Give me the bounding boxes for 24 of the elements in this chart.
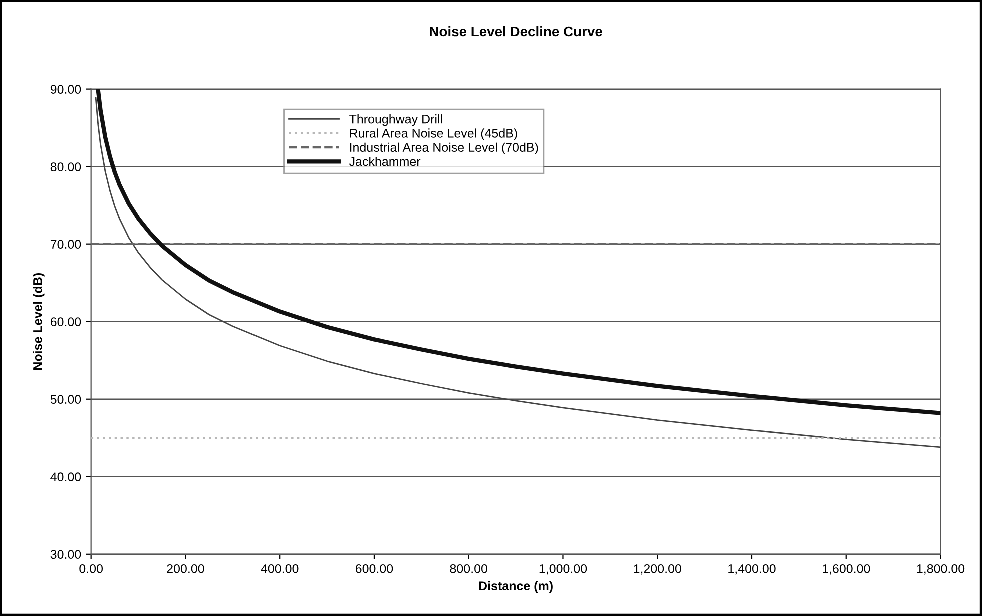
legend-label: Industrial Area Noise Level (70dB): [350, 142, 538, 154]
x-tick-label: 1,200.00: [634, 564, 682, 575]
x-tick-label: 1,600.00: [823, 564, 870, 575]
y-tick-label: 60.00: [50, 318, 82, 327]
y-tick-label: 90.00: [50, 85, 82, 94]
y-tick-label: 30.00: [50, 550, 82, 560]
chart-title: Noise Level Decline Curve: [430, 26, 602, 37]
x-tick-label: 200.00: [167, 564, 204, 574]
x-tick-label: 600.00: [356, 564, 394, 574]
x-tick-label: 400.00: [261, 564, 299, 574]
y-tick-label: 50.00: [50, 395, 82, 404]
y-tick-label: 70.00: [50, 240, 82, 249]
y-tick-label: 40.00: [50, 472, 82, 482]
legend-label: Jackhammer: [349, 156, 421, 166]
x-tick-label: 0.00: [80, 564, 104, 574]
legend-label: Throughway Drill: [350, 114, 442, 126]
y-axis-title: Noise Level (dB): [33, 274, 45, 370]
x-tick-label: 1,800.00: [917, 564, 965, 575]
x-axis-title: Distance (m): [479, 581, 553, 593]
x-tick-label: 800.00: [450, 564, 488, 574]
legend-label: Rural Area Noise Level (45dB): [350, 128, 518, 140]
x-tick-label: 1,000.00: [540, 564, 588, 575]
x-tick-label: 1,400.00: [728, 564, 776, 575]
y-tick-label: 80.00: [50, 162, 82, 172]
